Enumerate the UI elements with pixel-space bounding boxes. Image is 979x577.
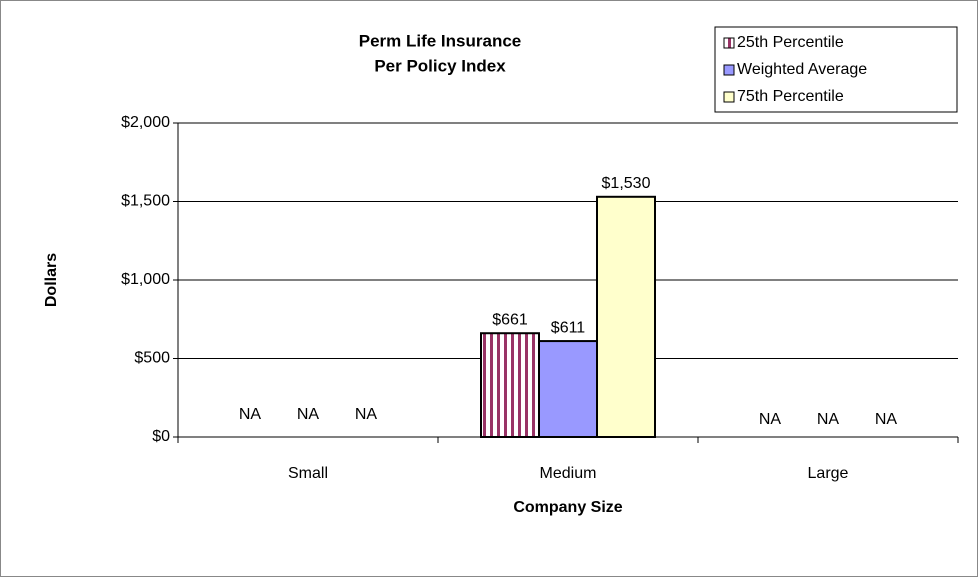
chart-title: Per Policy Index: [374, 56, 506, 75]
bar: [480, 332, 540, 438]
data-label: $611: [551, 319, 586, 336]
x-axis-label: Company Size: [513, 499, 622, 516]
chart-title: Perm Life Insurance: [359, 31, 522, 50]
data-label: NA: [355, 406, 378, 423]
data-label: NA: [875, 411, 898, 428]
legend-swatch: [723, 64, 735, 76]
data-label: NA: [759, 411, 782, 428]
legend-swatch: [723, 37, 735, 49]
x-tick-label: Large: [808, 465, 849, 482]
y-tick-label: $500: [134, 350, 170, 367]
y-tick-label: $1,000: [121, 271, 170, 288]
data-label: $661: [492, 311, 528, 328]
bar: [538, 340, 598, 438]
legend-box: [714, 26, 958, 113]
y-tick-label: $2,000: [121, 114, 170, 131]
x-tick-label: Small: [288, 465, 328, 482]
data-label: $1,530: [602, 175, 651, 192]
y-axis-label: Dollars: [43, 253, 60, 307]
data-label: NA: [239, 406, 262, 423]
bar: [596, 195, 656, 438]
legend-label: 25th Percentile: [737, 34, 844, 51]
legend-label: 75th Percentile: [737, 88, 844, 105]
y-tick-label: $0: [152, 428, 170, 445]
legend-swatch: [723, 91, 735, 103]
x-tick-label: Medium: [540, 465, 597, 482]
legend-label: Weighted Average: [737, 61, 867, 78]
data-label: NA: [817, 411, 840, 428]
y-tick-label: $1,500: [121, 193, 170, 210]
data-label: NA: [297, 406, 320, 423]
